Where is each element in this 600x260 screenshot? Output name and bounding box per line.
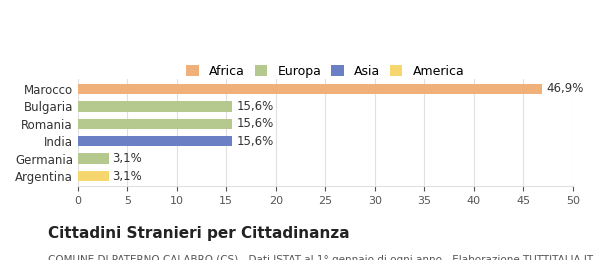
Text: 15,6%: 15,6% [236,135,274,148]
Bar [78,171,109,181]
Bar [78,119,232,129]
Text: Cittadini Stranieri per Cittadinanza: Cittadini Stranieri per Cittadinanza [48,226,350,241]
Bar [78,84,542,94]
Text: 46,9%: 46,9% [546,82,583,95]
Text: 15,6%: 15,6% [236,117,274,130]
Bar [78,101,232,112]
Text: 3,1%: 3,1% [113,152,142,165]
Text: 15,6%: 15,6% [236,100,274,113]
Text: 3,1%: 3,1% [113,170,142,183]
Bar [78,136,232,146]
Bar [78,153,109,164]
Legend: Africa, Europa, Asia, America: Africa, Europa, Asia, America [182,61,468,82]
Text: COMUNE DI PATERNO CALABRO (CS) - Dati ISTAT al 1° gennaio di ogni anno - Elabora: COMUNE DI PATERNO CALABRO (CS) - Dati IS… [48,255,593,260]
